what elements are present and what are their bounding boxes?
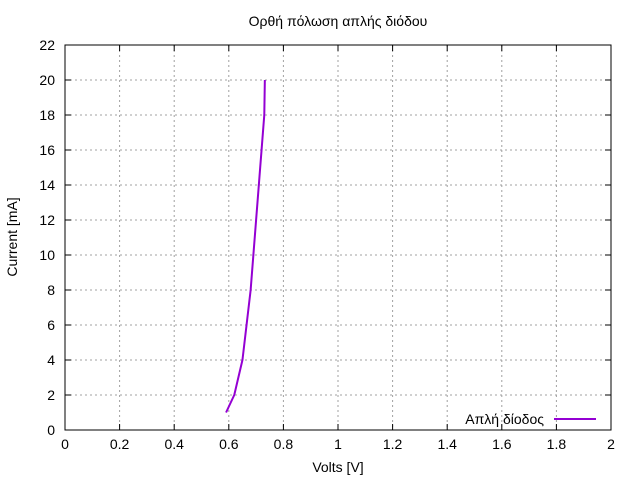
ticks: 0 0.2 0.4 0.6 0.8 1 1.2 1.4 1.6 1.8 20246810121416…	[39, 37, 615, 452]
grid	[65, 45, 611, 430]
y-tick-label: 6	[47, 317, 55, 333]
y-tick-label: 0	[47, 422, 55, 438]
y-tick-label: 18	[39, 107, 55, 123]
x-tick-label: 2	[607, 436, 615, 452]
x-tick-label: 0.6	[219, 436, 239, 452]
x-tick-label: 1.6	[492, 436, 512, 452]
legend-label: Απλή δίοδος	[465, 411, 544, 427]
series-layer	[225, 79, 266, 413]
y-tick-label: 4	[47, 352, 55, 368]
series-line-0	[225, 79, 266, 413]
y-tick-label: 22	[39, 37, 55, 53]
y-axis-title: Current [mA]	[4, 197, 20, 276]
y-tick-label: 12	[39, 212, 55, 228]
y-tick-label: 14	[39, 177, 55, 193]
x-tick-label: 1.8	[547, 436, 567, 452]
x-tick-label: 0	[61, 436, 69, 452]
x-tick-label: 1.4	[437, 436, 457, 452]
y-tick-label: 8	[47, 282, 55, 298]
y-tick-label: 2	[47, 387, 55, 403]
y-tick-label: 20	[39, 72, 55, 88]
x-tick-label: 0.8	[274, 436, 294, 452]
x-tick-label: 1	[334, 436, 342, 452]
y-tick-label: 10	[39, 247, 55, 263]
plot-border	[64, 44, 612, 431]
chart-title: Ορθή πόλωση απλής διόδου	[249, 13, 428, 29]
x-tick-label: 0.2	[110, 436, 130, 452]
legend: Απλή δίοδος	[465, 411, 596, 427]
x-tick-label: 0.4	[164, 436, 184, 452]
x-axis-title: Volts [V]	[312, 459, 363, 475]
x-tick-label: 1.2	[383, 436, 403, 452]
y-tick-label: 16	[39, 142, 55, 158]
